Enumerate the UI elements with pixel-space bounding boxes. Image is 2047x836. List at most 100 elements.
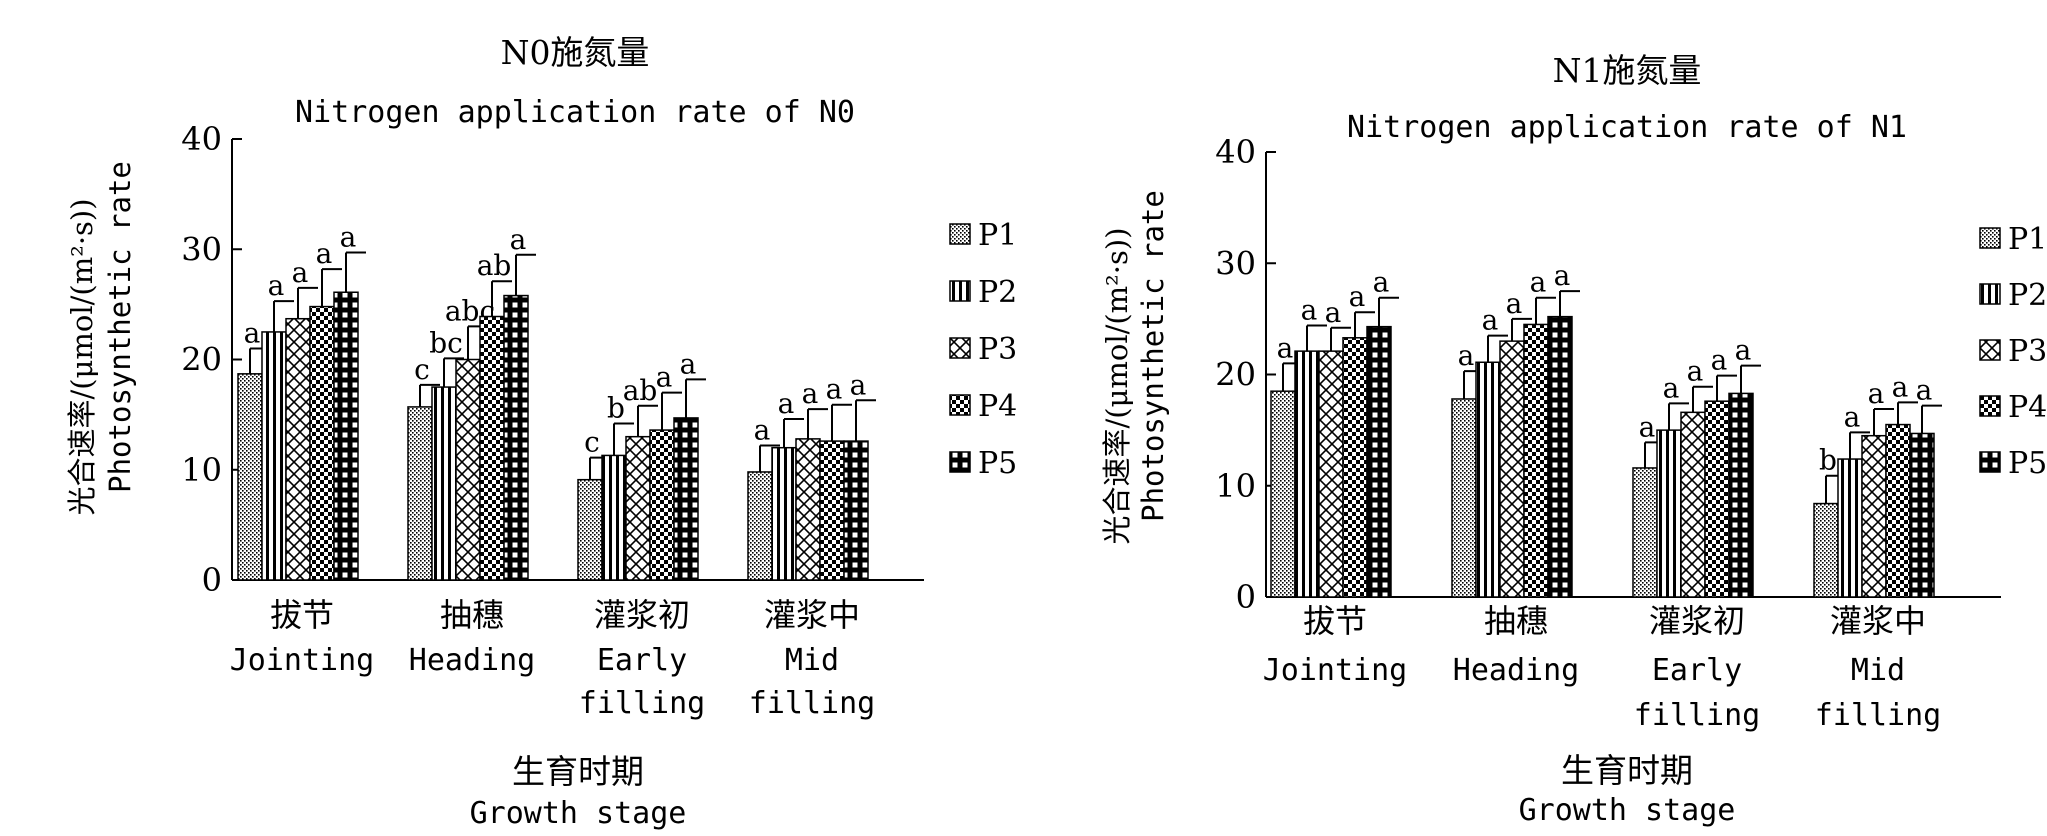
legend-swatch-p3 [1979,339,2001,361]
bar-p1 [237,373,263,581]
significance-letter: a [680,347,697,380]
significance-letter: a [1844,400,1861,433]
legend-swatch-p4 [1979,395,2001,417]
y-tick-label: 30 [181,230,222,268]
legend-swatch-p5 [949,451,971,473]
bar-p5 [333,291,359,581]
significance-letter: c [584,426,600,459]
significance-letter: a [244,316,261,349]
bar-p2 [261,331,287,581]
bar-p2 [1294,350,1320,598]
bar-p2 [431,386,457,581]
significance-letter: a [1916,374,1933,407]
bar-p5 [1547,315,1573,598]
significance-letter: a [292,256,309,289]
chart-title: N0施氮量 [501,33,650,72]
bar-p3 [1318,350,1344,598]
chart-panel-n1: N1施氮量 Nitrogen application rate of N1 光合速率… [1100,51,2047,828]
bar-p2 [601,454,627,581]
significance-letter: a [850,368,867,401]
x-tick-label-en: filling [749,686,875,721]
legend-swatch-p2 [1979,283,2001,305]
significance-letter: a [268,269,285,302]
x-tick-label-en: Jointing [1263,653,1408,688]
significance-letter: a [1639,410,1656,443]
significance-letter: a [656,361,673,394]
significance-letter: a [1373,266,1390,299]
bar-p4 [309,305,335,581]
bar-p3 [285,317,311,581]
x-tick-label-cn: 灌浆中 [1830,602,1926,640]
significance-letter: a [802,377,819,410]
y-tick-label: 10 [1215,467,1256,505]
chart-subtitle: Nitrogen application rate of N1 [1347,110,1907,145]
y-tick-label: 20 [1215,356,1256,394]
legend-swatch-p2 [949,280,971,302]
bar-p5 [843,440,869,581]
chart-title: N1施氮量 [1553,51,1702,90]
significance-letter: a [316,237,333,270]
bar-p4 [1704,400,1730,598]
significance-letter: a [1554,259,1571,292]
x-axis-label-en: Growth stage [1519,793,1736,828]
significance-letter: a [1735,334,1752,367]
bar-p2 [771,446,797,581]
chart-subtitle: Nitrogen application rate of N0 [295,95,855,130]
legend-swatch-p1 [1979,227,2001,249]
legend-swatch-p1 [949,223,971,245]
significance-letter: a [778,387,795,420]
y-axis-label-cn: 光合速率/(μmol/(m²·s)) [65,198,99,515]
bar-p1 [1632,467,1658,598]
bar-p5 [1366,325,1392,598]
legend-label: P1 [978,218,1017,253]
x-axis-label-cn: 生育时期 [512,752,644,791]
bar-p5 [503,294,529,581]
legend-label: P3 [2008,334,2047,369]
significance-letter: a [826,373,843,406]
significance-letter: bc [429,326,463,359]
bar-p1 [577,478,603,581]
significance-letter: a [754,413,771,446]
x-tick-label-cn: 灌浆初 [1649,602,1745,640]
legend-label: P5 [2008,446,2047,481]
legend-swatch-p3 [949,337,971,359]
bar-p2 [1475,361,1501,598]
bar-p3 [1499,340,1525,598]
y-tick-label: 0 [202,561,222,599]
legend-swatch-p5 [1979,451,2001,473]
y-tick-label: 10 [181,451,222,489]
x-tick-label-cn: 拔节 [1303,602,1367,640]
significance-letter: ab [623,374,658,407]
legend-label: P1 [2008,222,2047,257]
significance-letter: a [340,221,357,254]
x-tick-label-cn: 灌浆中 [764,596,860,634]
bar-p3 [1680,411,1706,598]
significance-letter: a [1868,377,1885,410]
x-tick-label-en: Heading [1453,653,1579,688]
significance-letter: a [510,223,527,256]
y-tick-label: 40 [181,120,222,158]
x-tick-label-en: Early [1652,653,1742,688]
significance-letter: a [1301,294,1318,327]
x-axis-label-cn: 生育时期 [1561,751,1693,790]
bar-p4 [1523,323,1549,598]
bar-p2 [1656,429,1682,598]
significance-letter: a [1506,287,1523,320]
y-axis-label-en: Photosynthetic rate [103,161,137,493]
x-tick-label-en: Jointing [230,643,375,678]
x-tick-label-en: filling [1815,698,1941,733]
bar-p1 [1451,398,1477,598]
significance-letter: ab [477,249,512,282]
legend-label: P2 [2008,278,2047,313]
significance-letter: a [1711,344,1728,377]
bar-p3 [625,435,651,581]
legend-label: P2 [978,275,1017,310]
bar-p3 [1861,434,1887,598]
significance-letter: b [1819,444,1837,477]
legend-label: P5 [978,446,1017,481]
y-axis-label-cn: 光合速率/(μmol/(m²·s)) [1100,227,1134,544]
bar-p3 [455,358,481,581]
bar-p1 [407,406,433,581]
y-tick-label: 40 [1215,133,1256,171]
